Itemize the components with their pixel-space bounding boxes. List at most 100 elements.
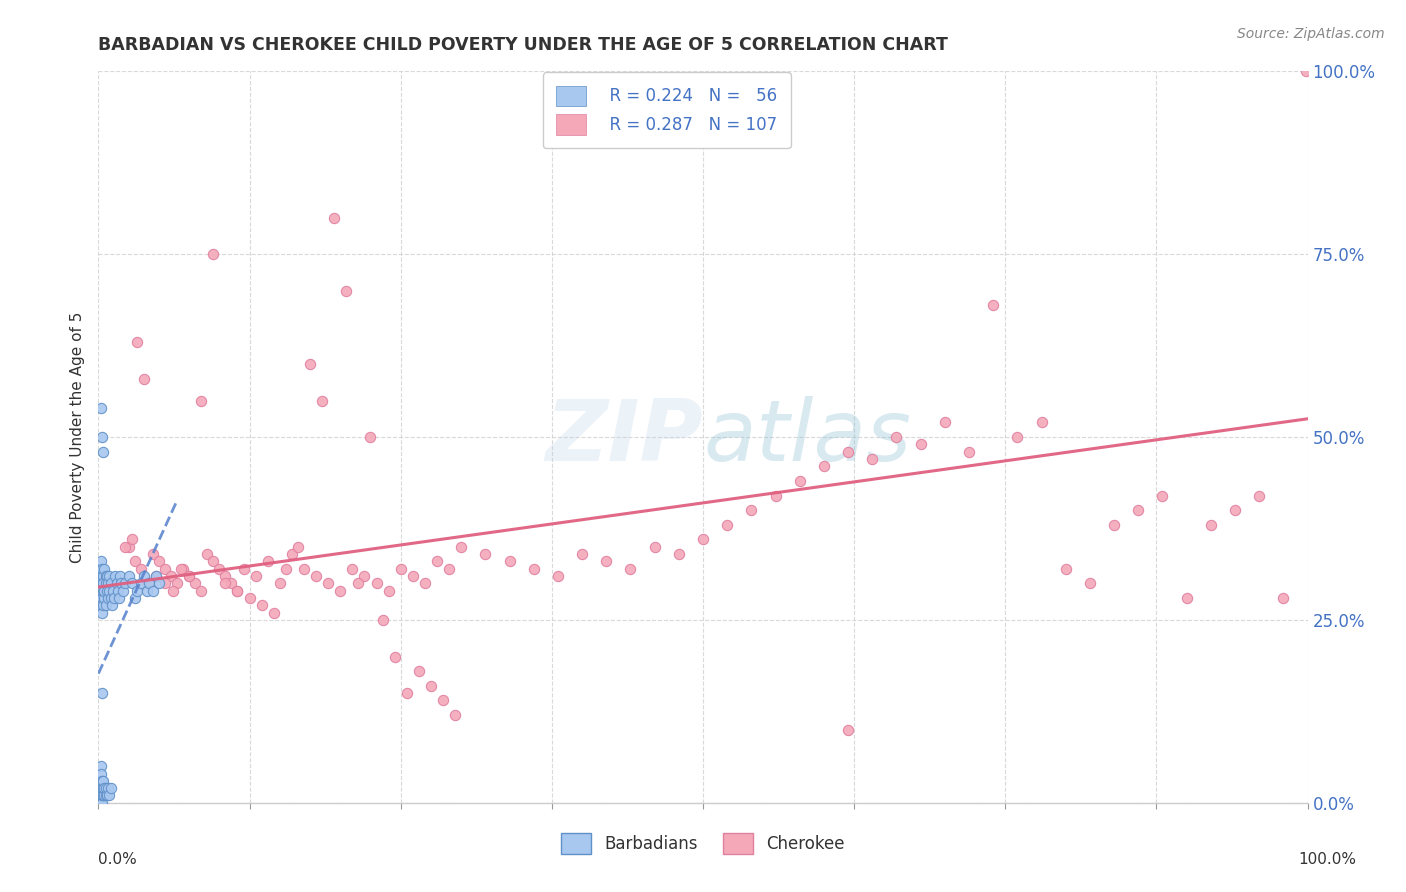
Point xyxy=(90,789,112,803)
Point xyxy=(329,583,352,598)
Point xyxy=(184,576,207,591)
Point xyxy=(97,576,120,591)
Point xyxy=(789,474,811,488)
Text: atlas: atlas xyxy=(703,395,911,479)
Point xyxy=(1007,430,1029,444)
Point xyxy=(91,430,114,444)
Point xyxy=(134,371,156,385)
Point xyxy=(426,554,449,568)
Point xyxy=(256,554,278,568)
Point xyxy=(1054,562,1077,576)
Point xyxy=(94,781,117,796)
Point xyxy=(190,583,212,598)
Point xyxy=(1128,503,1150,517)
Point xyxy=(91,686,114,700)
Point xyxy=(287,540,309,554)
Point xyxy=(100,781,122,796)
Point xyxy=(202,554,225,568)
Point xyxy=(474,547,496,561)
Point xyxy=(813,459,835,474)
Point xyxy=(91,583,114,598)
Point xyxy=(571,547,593,561)
Point xyxy=(91,606,114,620)
Point xyxy=(450,540,472,554)
Point xyxy=(91,444,114,458)
Point xyxy=(299,357,322,371)
Point xyxy=(124,554,146,568)
Point xyxy=(93,583,115,598)
Point xyxy=(90,773,112,788)
Point xyxy=(90,599,112,613)
Point xyxy=(91,599,114,613)
Point xyxy=(111,583,134,598)
Point xyxy=(169,562,191,576)
Point xyxy=(129,562,152,576)
Point xyxy=(91,781,114,796)
Point xyxy=(105,576,128,591)
Point xyxy=(366,576,388,591)
Point xyxy=(121,533,143,547)
Point xyxy=(395,686,418,700)
Point xyxy=(692,533,714,547)
Point xyxy=(226,583,249,598)
Point xyxy=(153,562,176,576)
Point xyxy=(97,781,120,796)
Point xyxy=(89,796,111,810)
Point xyxy=(118,540,141,554)
Point xyxy=(142,583,165,598)
Point xyxy=(148,576,170,591)
Point xyxy=(90,554,112,568)
Point xyxy=(108,569,131,583)
Point xyxy=(103,591,125,605)
Point xyxy=(153,576,176,591)
Point xyxy=(1078,576,1101,591)
Point xyxy=(311,393,333,408)
Point xyxy=(437,562,460,576)
Point xyxy=(245,569,267,583)
Point xyxy=(91,781,114,796)
Point xyxy=(263,606,285,620)
Point xyxy=(91,591,114,605)
Point xyxy=(89,773,111,788)
Point xyxy=(239,591,262,605)
Point xyxy=(135,583,157,598)
Point xyxy=(90,781,112,796)
Point xyxy=(360,430,382,444)
Point xyxy=(93,591,115,605)
Point xyxy=(342,562,364,576)
Point xyxy=(274,562,297,576)
Point xyxy=(90,796,112,810)
Point xyxy=(98,789,121,803)
Point xyxy=(250,599,273,613)
Point xyxy=(353,569,375,583)
Point xyxy=(98,583,121,598)
Point xyxy=(96,789,118,803)
Point xyxy=(292,562,315,576)
Point xyxy=(347,576,370,591)
Point xyxy=(101,583,124,598)
Point xyxy=(860,452,883,467)
Point xyxy=(934,416,956,430)
Point xyxy=(100,599,122,613)
Point xyxy=(172,562,194,576)
Point xyxy=(765,489,787,503)
Point xyxy=(129,576,152,591)
Point xyxy=(145,569,167,583)
Point xyxy=(323,211,346,225)
Point xyxy=(138,576,160,591)
Point xyxy=(110,576,132,591)
Point xyxy=(94,576,117,591)
Point xyxy=(89,591,111,605)
Point xyxy=(94,599,117,613)
Point xyxy=(97,591,120,605)
Point xyxy=(91,562,114,576)
Point xyxy=(91,789,114,803)
Point xyxy=(269,576,291,591)
Point xyxy=(90,569,112,583)
Point xyxy=(142,547,165,561)
Point xyxy=(389,562,412,576)
Point xyxy=(208,562,231,576)
Point xyxy=(644,540,666,554)
Point xyxy=(202,247,225,261)
Point xyxy=(135,576,157,591)
